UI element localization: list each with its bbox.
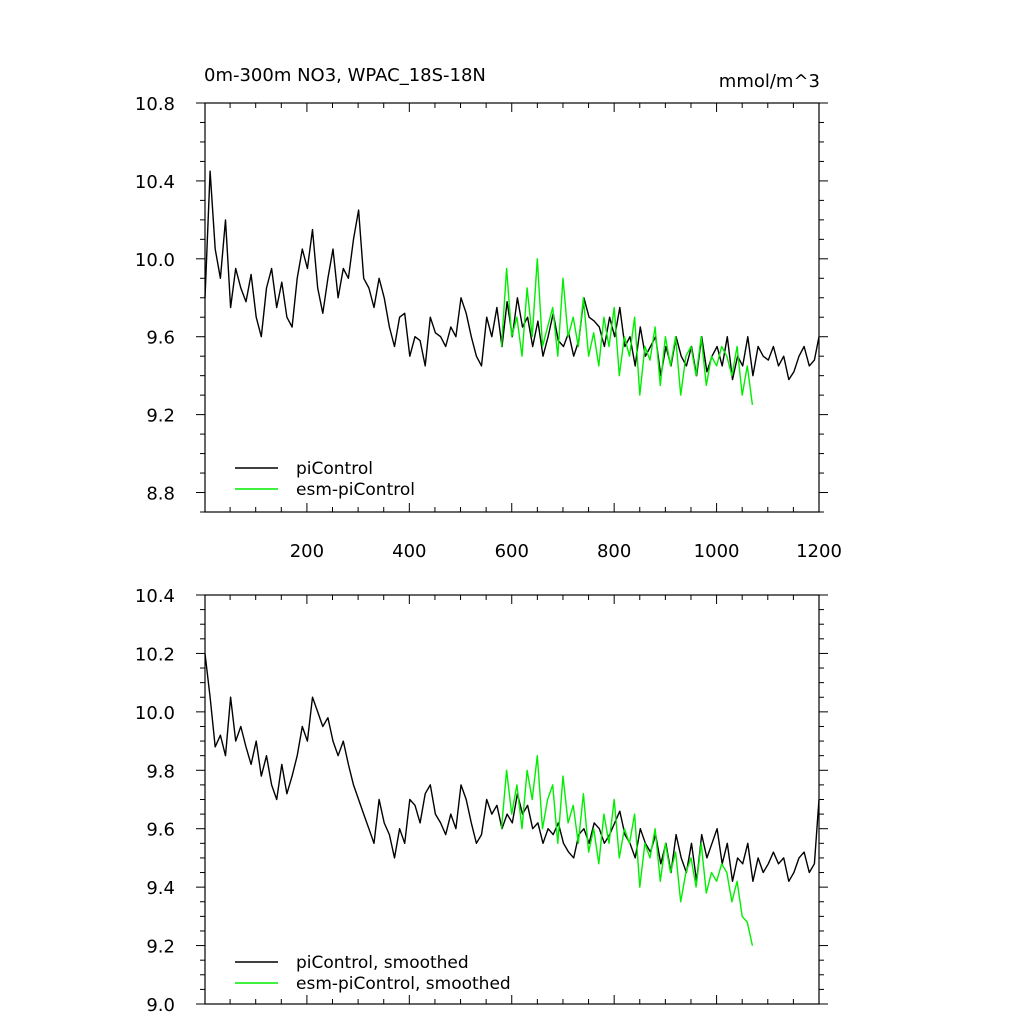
y-tick-label: 9.4 (146, 878, 175, 899)
top-chart-series (204, 170, 820, 405)
y-tick-label: 8.8 (146, 484, 175, 505)
y-tick-label: 9.6 (146, 328, 175, 349)
y-tick-label: 10.0 (135, 703, 175, 724)
legend-label-picontrol: piControl (296, 459, 373, 479)
y-tick-label: 9.0 (146, 995, 175, 1016)
top-chart-frame (204, 102, 820, 513)
y-tick-label: 9.2 (146, 406, 175, 427)
bottom-chart-legend: piControl, smoothed esm-piControl, smoot… (235, 953, 511, 994)
series-line-picontrol-smoothed (204, 653, 820, 882)
x-tick-label: 400 (392, 541, 426, 562)
y-tick-label: 10.2 (135, 644, 175, 665)
x-tick-label: 800 (597, 541, 631, 562)
x-tick-label: 200 (290, 541, 324, 562)
series-line-esm-picontrol (500, 258, 754, 405)
bottom-chart-ticks: 9.0 9.2 9.4 9.6 9.8 10.0 10.2 10.4 (135, 586, 828, 1016)
x-tick-label: 1000 (694, 541, 740, 562)
bottom-chart-series (204, 653, 820, 946)
series-line-picontrol (204, 170, 820, 381)
y-tick-label: 10.4 (135, 172, 175, 193)
y-tick-label: 9.8 (146, 761, 175, 782)
bottom-chart: 9.0 9.2 9.4 9.6 9.8 10.0 10.2 10.4 piControl, s… (135, 586, 828, 1016)
top-chart: 0m-300m NO3, WPAC_18S-18N mmol/m^3 200 40… (135, 65, 842, 562)
x-tick-label: 600 (495, 541, 529, 562)
y-tick-label: 9.2 (146, 937, 175, 958)
y-tick-label: 10.0 (135, 250, 175, 271)
top-chart-title: 0m-300m NO3, WPAC_18S-18N (204, 65, 486, 86)
legend-label-esm-picontrol-smoothed: esm-piControl, smoothed (296, 974, 511, 994)
top-chart-legend: piControl esm-piControl (235, 459, 415, 500)
x-tick-label: 1200 (796, 541, 842, 562)
legend-label-esm-picontrol: esm-piControl (296, 480, 415, 500)
y-tick-label: 10.4 (135, 586, 175, 607)
top-chart-ticks: 200 400 600 800 1000 1200 8.8 9.2 9.6 10.0 10.4 10.… (135, 94, 842, 562)
y-tick-label: 10.8 (135, 94, 175, 115)
y-tick-label: 9.6 (146, 820, 175, 841)
top-chart-units: mmol/m^3 (719, 71, 820, 92)
series-line-esm-picontrol-smoothed (500, 755, 754, 946)
legend-label-picontrol-smoothed: piControl, smoothed (296, 953, 469, 973)
bottom-chart-frame (204, 594, 820, 1005)
